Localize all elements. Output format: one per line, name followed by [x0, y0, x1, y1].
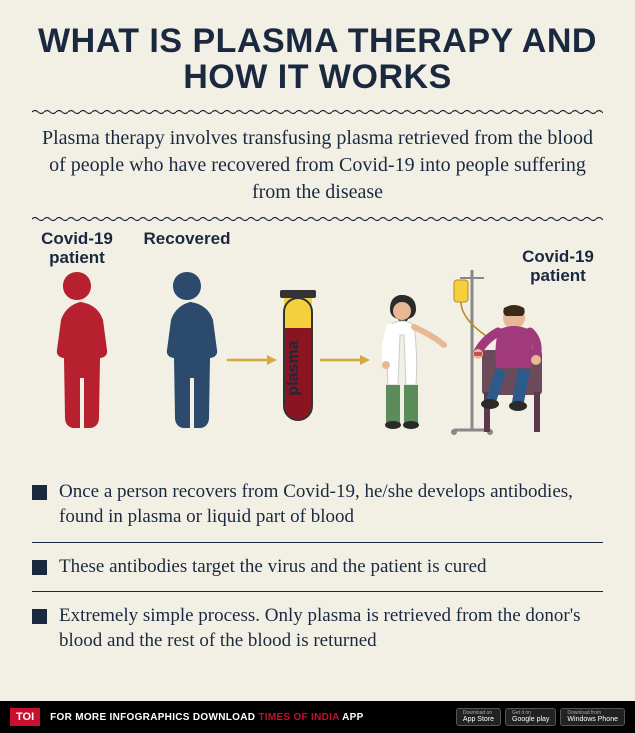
bullet-text: These antibodies target the virus and th… — [59, 555, 487, 580]
nurse-figure-icon — [382, 295, 444, 429]
footer-bar: TOI FOR MORE INFOGRAPHICS DOWNLOAD TIMES… — [0, 701, 635, 733]
bullets-list: Once a person recovers from Covid-19, he… — [32, 468, 603, 665]
diagram-svg: plasma — [32, 230, 607, 460]
wavy-divider-bottom — [32, 216, 603, 222]
google-play-badge[interactable]: Get it onGoogle play — [505, 708, 556, 726]
covid-patient-figure-icon — [57, 272, 107, 428]
main-title: WHAT IS PLASMA THERAPY AND HOW IT WORKS — [32, 24, 603, 95]
wavy-divider-top — [32, 109, 603, 115]
footer-text-pre: FOR MORE INFOGRAPHICS DOWNLOAD — [50, 712, 258, 723]
bullet-square-icon — [32, 560, 47, 575]
footer-text: FOR MORE INFOGRAPHICS DOWNLOAD TIMES OF … — [50, 712, 363, 723]
bullet-item: Once a person recovers from Covid-19, he… — [32, 468, 603, 541]
diagram-area: Covid-19patient Recovered Covid-19patien… — [32, 230, 603, 460]
recovered-figure-icon — [167, 272, 217, 428]
bullet-item: Extremely simple process. Only plasma is… — [32, 591, 603, 665]
bullet-square-icon — [32, 485, 47, 500]
arrow-1-icon — [227, 355, 277, 365]
bullet-square-icon — [32, 609, 47, 624]
bullet-item: These antibodies target the virus and th… — [32, 542, 603, 592]
content-area: WHAT IS PLASMA THERAPY AND HOW IT WORKS … — [0, 0, 635, 666]
app-store-badge[interactable]: Download onApp Store — [456, 708, 501, 726]
bullet-text: Extremely simple process. Only plasma is… — [59, 604, 603, 653]
intro-text: Plasma therapy involves transfusing plas… — [32, 125, 603, 206]
plasma-tube-label: plasma — [285, 341, 302, 396]
footer-text-highlight: TIMES OF INDIA — [258, 712, 339, 723]
footer-text-post: APP — [339, 712, 363, 723]
bullet-text: Once a person recovers from Covid-19, he… — [59, 480, 603, 529]
toi-badge: TOI — [10, 708, 40, 726]
arrow-2-icon — [320, 355, 370, 365]
store-badges: Download onApp Store Get it onGoogle pla… — [456, 708, 625, 726]
windows-phone-badge[interactable]: Download fromWindows Phone — [560, 708, 625, 726]
seated-patient-figure-icon — [473, 305, 542, 432]
infographic-container: WHAT IS PLASMA THERAPY AND HOW IT WORKS … — [0, 0, 635, 733]
plasma-tube-icon: plasma — [280, 290, 316, 420]
